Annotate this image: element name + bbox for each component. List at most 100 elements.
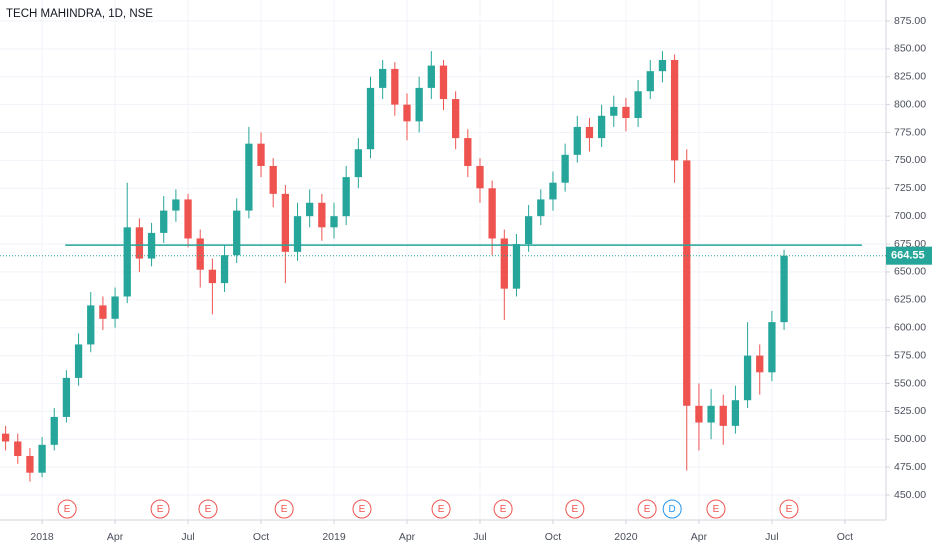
event-label: E	[713, 504, 720, 515]
candle-body	[123, 227, 131, 297]
y-tick-label: 500.00	[894, 433, 926, 445]
event-marker	[352, 499, 372, 519]
candle-body	[743, 355, 752, 401]
candle-body	[220, 255, 229, 284]
event-label: E	[438, 504, 445, 515]
candle-body	[731, 400, 740, 426]
candle-body	[318, 202, 326, 228]
x-tick-label: 2019	[322, 531, 346, 543]
candle-body	[597, 115, 606, 139]
event-label: E	[64, 504, 71, 515]
candle-body	[26, 455, 34, 473]
candle-body	[707, 405, 715, 423]
candle-body	[87, 305, 95, 345]
event-label: E	[500, 504, 507, 515]
event-marker	[198, 499, 218, 519]
candle-body	[1, 433, 10, 442]
y-tick-label: 875.00	[894, 15, 926, 27]
event-label: E	[644, 504, 651, 515]
candle-body	[160, 210, 168, 233]
candle-body	[293, 216, 302, 252]
candle-body	[780, 255, 788, 323]
y-tick-label: 775.00	[894, 126, 926, 138]
candle-body	[658, 60, 667, 72]
event-label: E	[786, 504, 793, 515]
y-tick-label: 625.00	[894, 294, 926, 306]
candle-body	[756, 355, 764, 373]
candle-body	[476, 165, 484, 189]
x-tick-label: Jul	[473, 531, 486, 543]
candle-body	[111, 296, 119, 319]
candle-body	[634, 91, 642, 119]
last-price-label: 664.55	[891, 250, 925, 262]
candle-body	[38, 444, 46, 473]
y-tick-label: 825.00	[894, 71, 926, 83]
event-marker	[706, 499, 726, 519]
event-marker	[431, 499, 451, 519]
candle-body	[172, 199, 180, 211]
x-tick-label: Apr	[691, 531, 708, 543]
candle-body	[573, 126, 581, 155]
event-label: E	[359, 504, 366, 515]
event-label: D	[669, 504, 676, 515]
x-tick-label: Jul	[181, 531, 194, 543]
event-label: E	[572, 504, 579, 515]
event-marker	[779, 499, 799, 519]
candle-body	[208, 269, 217, 284]
x-tick-label: Oct	[253, 531, 269, 543]
x-tick-label: 2018	[30, 531, 54, 543]
x-tick-label: Oct	[837, 531, 853, 543]
candle-body	[610, 106, 618, 116]
candle-body	[366, 87, 375, 150]
y-tick-label: 600.00	[894, 321, 926, 333]
candle-body	[439, 65, 448, 100]
candle-body	[354, 149, 362, 178]
event-marker	[637, 499, 657, 519]
x-tick-label: Apr	[399, 531, 416, 543]
x-tick-label: Oct	[545, 531, 561, 543]
candle-body	[768, 322, 776, 373]
candle-body	[330, 216, 338, 228]
candle-body	[488, 188, 496, 239]
candle-body	[281, 193, 290, 252]
candle-body	[464, 138, 472, 166]
candle-body	[695, 405, 703, 423]
candle-body	[62, 377, 71, 417]
x-tick-label: 2020	[614, 531, 638, 543]
candle-body	[646, 71, 654, 92]
event-marker	[493, 499, 513, 519]
candle-body	[403, 104, 411, 122]
candle-body	[391, 68, 399, 105]
candle-body	[196, 238, 204, 270]
candle-body	[184, 199, 192, 239]
last-price-badge	[886, 246, 932, 265]
candle-body	[524, 216, 533, 245]
candle-body	[306, 202, 314, 217]
candle-body	[74, 344, 83, 378]
event-label: E	[205, 504, 212, 515]
candle-body	[719, 405, 727, 426]
y-tick-label: 850.00	[894, 43, 926, 55]
candle-body	[269, 165, 277, 194]
event-marker	[565, 499, 585, 519]
event-marker	[662, 499, 682, 519]
y-tick-label: 475.00	[894, 461, 926, 473]
candle-body	[379, 68, 387, 88]
candle-body	[427, 65, 435, 88]
candle-body	[512, 244, 521, 289]
candle-body	[50, 416, 58, 445]
candle-body	[561, 154, 569, 183]
candle-body	[452, 99, 460, 139]
event-marker	[150, 499, 170, 519]
candle-body	[257, 143, 265, 166]
candle-body	[14, 441, 22, 456]
event-label: E	[157, 504, 164, 515]
candle-body	[99, 305, 107, 319]
candle-body	[670, 60, 679, 161]
y-tick-label: 750.00	[894, 154, 926, 166]
y-tick-label: 550.00	[894, 377, 926, 389]
chart-title: TECH MAHINDRA, 1D, NSE	[6, 8, 153, 20]
y-tick-label: 450.00	[894, 489, 926, 501]
